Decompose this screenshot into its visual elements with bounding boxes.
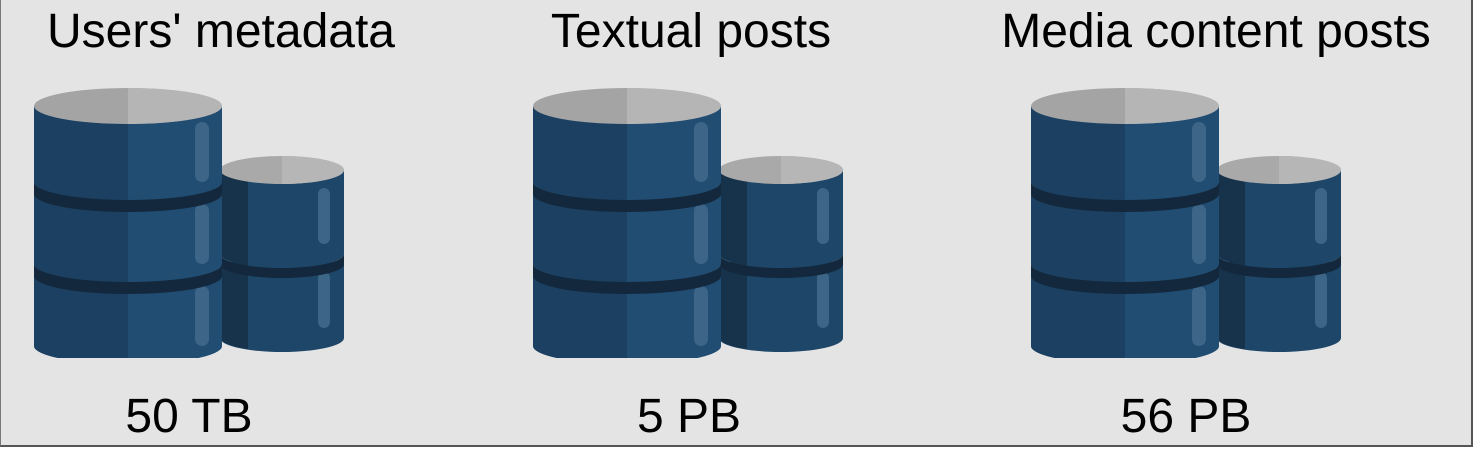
storage-size-media-content-posts: 56 PB [1120, 390, 1252, 443]
storage-size-textual-posts: 5 PB [636, 390, 742, 443]
database-icon [533, 88, 853, 358]
storage-title-users-metadata: Users' metadata [47, 5, 395, 58]
storage-size-users-metadata: 50 TB [125, 390, 253, 443]
database-icon [34, 88, 354, 358]
storage-title-textual-posts: Textual posts [550, 5, 832, 58]
storage-title-media-content-posts: Media content posts [1001, 5, 1431, 58]
database-icon [1031, 88, 1351, 358]
